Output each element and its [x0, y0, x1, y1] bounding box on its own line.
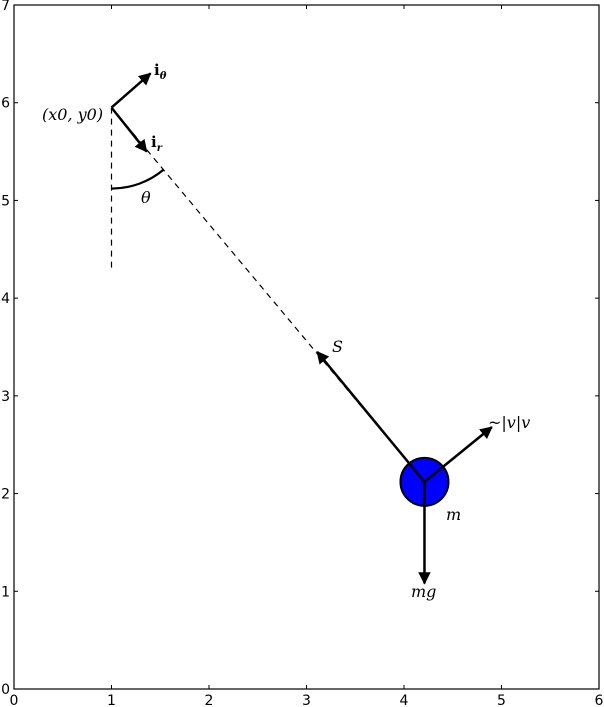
- i-theta-label: iθ: [154, 61, 167, 82]
- pivot-label: (x0, y0): [42, 105, 103, 124]
- x-tick-label: 1: [107, 693, 116, 707]
- x-tick-label: 4: [400, 693, 409, 707]
- theta-arc: [111, 168, 165, 190]
- x-tick-label: 0: [10, 693, 19, 707]
- gravity-label: mg: [411, 582, 436, 601]
- x-tick-label: 3: [302, 693, 311, 707]
- y-tick-label: 4: [1, 291, 10, 307]
- y-tick-label: 1: [1, 584, 10, 600]
- y-tick-label: 2: [1, 487, 10, 503]
- y-tick-label: 7: [1, 0, 10, 14]
- i-theta-arrow: [110, 72, 152, 109]
- tension-label: S: [332, 337, 343, 356]
- y-tick-label: 0: [1, 682, 10, 698]
- x-tick-label: 5: [497, 693, 506, 707]
- i-r-arrow: [110, 106, 148, 153]
- y-tick-label: 5: [1, 193, 10, 209]
- axes-frame: [13, 4, 600, 690]
- theta-label: θ: [141, 188, 151, 207]
- mass-label: m: [446, 505, 461, 524]
- y-tick-label: 3: [1, 389, 10, 405]
- drag-label: ~|v|v: [488, 413, 530, 432]
- drag-arrow: [423, 426, 493, 483]
- tension-arrow: [316, 350, 426, 483]
- y-tick-label: 6: [1, 96, 10, 112]
- x-tick-label: 2: [205, 693, 214, 707]
- i-r-label: ir: [151, 133, 163, 154]
- x-tick-label: 6: [595, 693, 604, 707]
